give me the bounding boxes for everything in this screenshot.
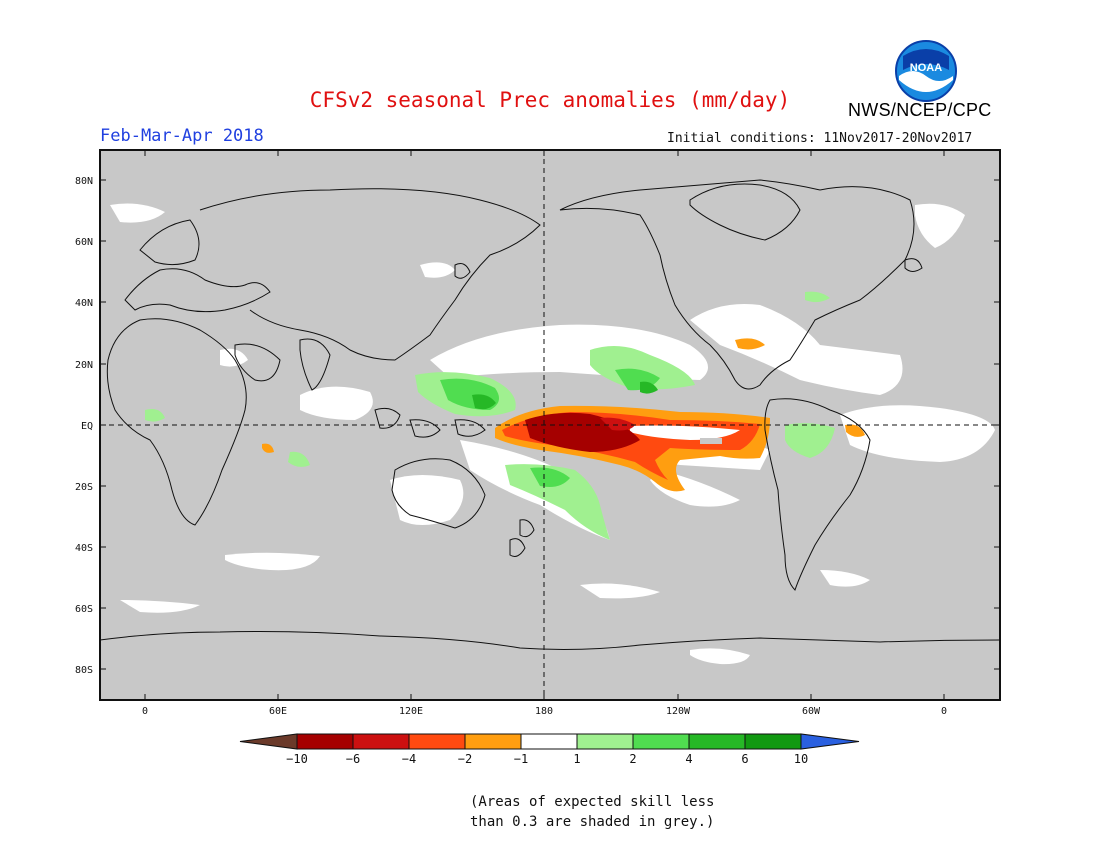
colorbar-label: 6 — [741, 752, 748, 766]
lat-label: 40N — [75, 298, 93, 309]
colorbar-bin — [744, 733, 802, 750]
lon-label: 0 — [142, 706, 148, 717]
lon-label: 120E — [399, 706, 423, 717]
lat-label: 60S — [75, 604, 93, 615]
colorbar-bin — [296, 733, 354, 750]
colorbar-label: −10 — [286, 752, 308, 766]
anomaly-fields — [100, 150, 1000, 700]
lon-label: 60E — [269, 706, 287, 717]
skill-footnote: (Areas of expected skill less than 0.3 a… — [470, 792, 714, 832]
lat-label: 40S — [75, 543, 93, 554]
logo-text: NOAA — [910, 62, 942, 74]
colorbar-label: 2 — [629, 752, 636, 766]
lat-label: 20N — [75, 360, 93, 371]
colorbar: −10 −6 −4 −2 −1 1 2 4 6 10 — [239, 733, 860, 766]
colorbar-label: −6 — [346, 752, 360, 766]
colorbar-bin — [464, 733, 522, 750]
colorbar-arrow-low — [239, 733, 298, 750]
colorbar-bin — [408, 733, 466, 750]
colorbar-label: −1 — [514, 752, 528, 766]
colorbar-label: 1 — [573, 752, 580, 766]
noaa-logo: NOAA — [895, 40, 957, 102]
latitude-axis: 80N 60N 40N 20N EQ 20S 40S 60S 80S — [75, 176, 1000, 676]
colorbar-label: 10 — [794, 752, 808, 766]
lon-label: 180 — [535, 706, 553, 717]
lat-label: 60N — [75, 237, 93, 248]
chart-title: CFSv2 seasonal Prec anomalies (mm/day) — [309, 88, 791, 112]
colorbar-label: 4 — [685, 752, 692, 766]
dry-anomaly-patches — [262, 338, 865, 492]
initial-conditions: Initial conditions: 11Nov2017-20Nov2017 — [667, 131, 973, 146]
agency-label: NWS/NCEP/CPC — [848, 100, 992, 120]
lon-label: 0 — [941, 706, 947, 717]
lat-label: EQ — [81, 421, 93, 432]
colorbar-bin — [576, 733, 634, 750]
green-patches — [145, 291, 835, 540]
coastlines — [100, 179, 1000, 650]
footnote-line-1: (Areas of expected skill less — [470, 794, 715, 810]
lat-label: 80N — [75, 176, 93, 187]
season-label: Feb-Mar-Apr 2018 — [100, 126, 264, 146]
colorbar-bin — [688, 733, 746, 750]
footnote-line-2: than 0.3 are shaded in grey.) — [470, 814, 715, 830]
longitude-axis: 0 60E 120E 180 120W 60W 0 — [142, 150, 947, 717]
lat-label: 20S — [75, 482, 93, 493]
lat-label: 80S — [75, 665, 93, 676]
colorbar-arrow-high — [800, 733, 860, 750]
colorbar-bin — [352, 733, 410, 750]
lon-label: 120W — [666, 706, 691, 717]
colorbar-bin — [520, 733, 578, 750]
colorbar-label: −2 — [458, 752, 472, 766]
colorbar-bin — [632, 733, 690, 750]
lon-label: 60W — [802, 706, 821, 717]
colorbar-label: −4 — [402, 752, 416, 766]
